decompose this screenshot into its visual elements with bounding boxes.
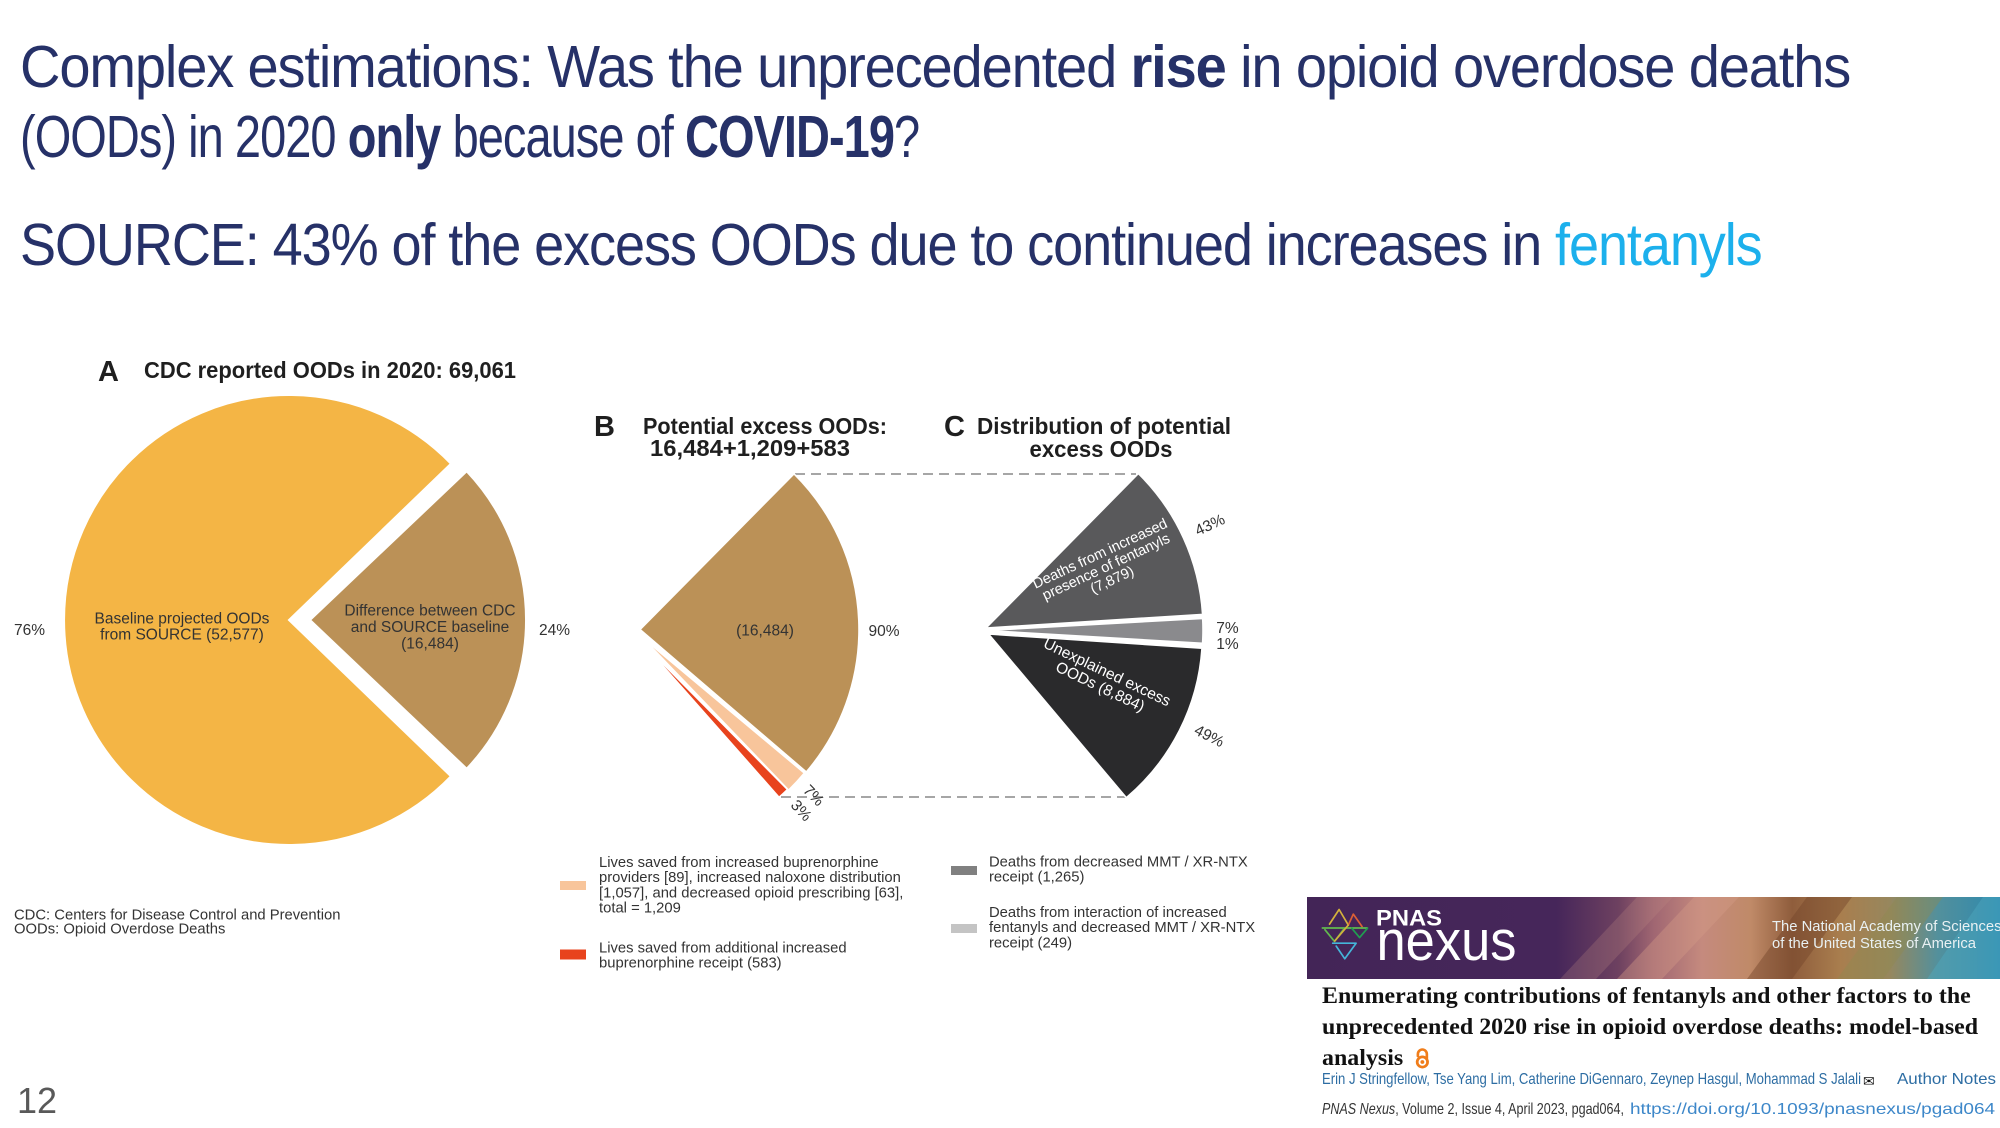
- svg-text:(16,484): (16,484): [736, 623, 794, 640]
- svg-text:A: A: [98, 356, 119, 388]
- svg-text:Deaths from interaction of inc: Deaths from interaction of increased fent…: [989, 905, 1255, 951]
- svg-text:1%: 1%: [1216, 636, 1239, 653]
- svg-text:Distribution of potential: Distribution of potential: [977, 413, 1231, 439]
- svg-text:43%: 43%: [1192, 511, 1227, 540]
- svg-text:excess OODs: excess OODs: [1030, 436, 1173, 462]
- svg-text:(16,484): (16,484): [401, 636, 459, 653]
- svg-text:76%: 76%: [14, 622, 45, 639]
- svg-text:Potential excess OODs:: Potential excess OODs:: [643, 413, 887, 439]
- svg-text:49%: 49%: [1191, 722, 1227, 751]
- svg-text:B: B: [594, 411, 615, 443]
- svg-text:Lives saved from increased bup: Lives saved from increased buprenorphine…: [599, 855, 903, 917]
- svg-text:OODs: Opioid Overdose Deaths: OODs: Opioid Overdose Deaths: [14, 922, 225, 938]
- svg-text:Lives saved from additional in: Lives saved from additional increased bup…: [599, 941, 847, 972]
- svg-text:from SOURCE (52,577): from SOURCE (52,577): [100, 627, 264, 644]
- svg-text:of the United States of Americ: of the United States of America: [1772, 936, 1977, 952]
- svg-text:CDC: Centers for Disease Contr: CDC: Centers for Disease Control and Pre…: [14, 908, 341, 924]
- svg-text:Deaths from decreased MMT / XR: Deaths from decreased MMT / XR-NTX receip…: [989, 855, 1248, 886]
- svg-text:Baseline projected OODs: Baseline projected OODs: [95, 611, 270, 628]
- svg-text:C: C: [944, 411, 965, 443]
- svg-text:16,484+1,209+583: 16,484+1,209+583: [650, 435, 850, 461]
- svg-text:nexus: nexus: [1377, 909, 1517, 973]
- svg-text:7%: 7%: [1216, 620, 1239, 637]
- svg-text:and SOURCE baseline: and SOURCE baseline: [351, 619, 510, 636]
- svg-text:PNAS: PNAS: [1376, 906, 1442, 931]
- svg-text:CDC reported OODs in 2020: 69,: CDC reported OODs in 2020: 69,061: [144, 357, 516, 383]
- svg-text:The National Academy of Scienc: The National Academy of Sciences: [1772, 919, 2000, 935]
- svg-text:24%: 24%: [539, 622, 570, 639]
- svg-text:Difference between CDC: Difference between CDC: [344, 603, 515, 620]
- svg-text:90%: 90%: [868, 623, 899, 640]
